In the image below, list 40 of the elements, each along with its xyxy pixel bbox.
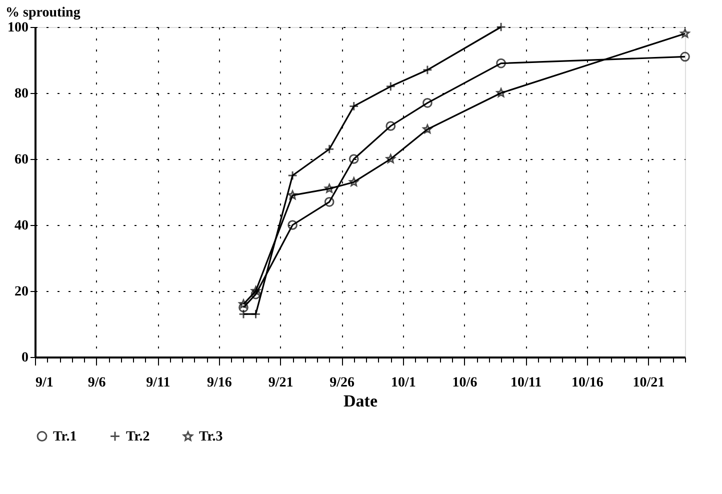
point (324, 196, 334, 207)
point (250, 289, 261, 300)
legend-label: Tr.3 (199, 430, 223, 444)
point (288, 190, 298, 200)
point (238, 299, 248, 308)
x-tick-label: 10/21 (632, 376, 665, 390)
point (238, 302, 248, 312)
point (348, 154, 359, 164)
point (251, 286, 260, 296)
x-tick-label: 10/16 (571, 376, 604, 390)
x-tick-label: 9/11 (146, 376, 170, 390)
x-tick-label: 9/16 (207, 376, 232, 390)
y-tick-label: 20 (14, 284, 28, 300)
y-tick-label: 60 (14, 152, 28, 168)
y-tick-label: 80 (14, 86, 28, 102)
y-axis-title: % sprouting (6, 6, 80, 20)
point (496, 58, 506, 68)
y-tick-label: 40 (14, 218, 28, 234)
point (496, 88, 506, 98)
x-tick-label: 9/21 (268, 376, 294, 390)
x-tick-label: 9/26 (330, 376, 355, 390)
point (386, 154, 396, 164)
point (422, 124, 432, 134)
x-tick-label: 10/11 (510, 376, 542, 390)
legend-label: Tr.1 (53, 429, 77, 444)
point (288, 220, 298, 230)
point (680, 52, 690, 62)
x-axis-title: Date (344, 392, 378, 410)
y-tick-label: 100 (8, 20, 28, 36)
point (324, 184, 334, 193)
point (680, 28, 690, 38)
point (349, 177, 359, 186)
point (386, 121, 396, 131)
point (422, 98, 432, 108)
x-tick-label: 10/6 (452, 376, 478, 390)
x-tick-label: 10/1 (390, 376, 416, 390)
x-tick-label: 9/1 (36, 376, 54, 390)
legend-label: Tr.2 (126, 429, 150, 444)
y-tick-label: 0 (22, 350, 28, 366)
x-tick-label: 9/6 (88, 376, 106, 390)
